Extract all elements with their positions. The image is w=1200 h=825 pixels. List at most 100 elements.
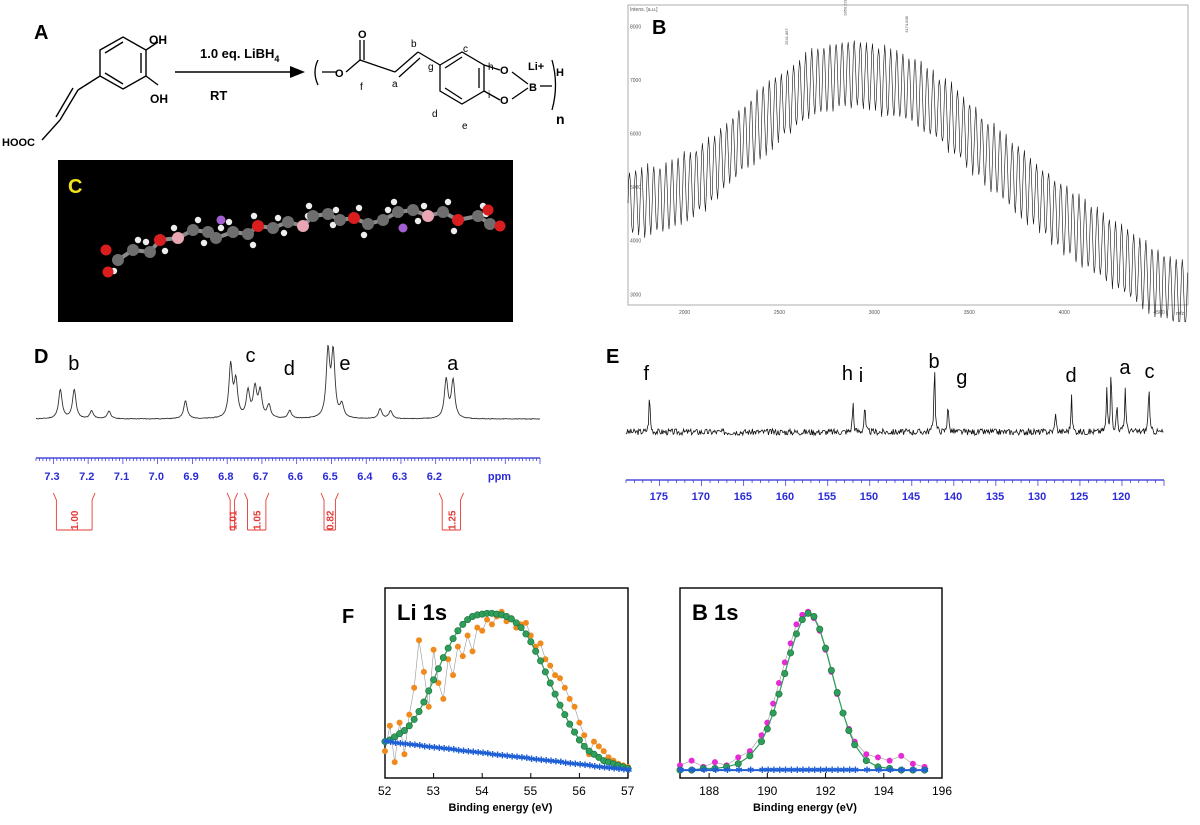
molecule-atom	[452, 214, 464, 226]
xps-li-background-marker: ✱	[523, 753, 531, 763]
xps-li-raw-point	[454, 643, 461, 650]
panel-letter-e: E	[606, 346, 620, 368]
ms-y-tick: 3000	[630, 292, 641, 298]
xps-li-background-marker: ✱	[508, 751, 516, 761]
xps-b-background-marker: ✱	[805, 765, 813, 775]
xps-li-fit-point	[522, 630, 530, 638]
xps-b-raw-point	[746, 748, 753, 755]
molecule-hydrogen	[217, 224, 225, 232]
xps-li-background-marker: ✱	[596, 762, 604, 772]
h-nmr-spectrum-line	[35, 344, 541, 420]
xps-b-fit-point	[810, 612, 818, 620]
product-label-g: g	[428, 62, 434, 73]
xps-b-background-marker: ✱	[770, 765, 778, 775]
xps-b-background-marker: ✱	[776, 765, 784, 775]
xps-b-background-marker: ✱	[840, 765, 848, 775]
product-atom-o-boronate-2: O	[500, 95, 509, 107]
product-atom-o-carbonyl: O	[358, 29, 367, 41]
c-nmr-tick-label: 170	[692, 491, 710, 503]
c-nmr-tick-label: 175	[650, 491, 668, 503]
h-nmr-tick-label: 6.4	[357, 471, 373, 483]
molecule-hydrogen	[329, 221, 337, 229]
molecule-atom	[144, 246, 156, 258]
xps-li-background-marker: ✱	[479, 748, 487, 758]
panel-letter-a: A	[34, 22, 49, 44]
xps-li-background-marker: ✱	[387, 737, 395, 747]
xps-li-background-marker: ✱	[426, 742, 434, 752]
ms-y-tick: 4000	[630, 239, 641, 245]
h-nmr-integral-bracket	[52, 492, 96, 531]
product-atom-b: B	[529, 82, 537, 94]
panel-a: A OH OH HOOC 1.0 eq. LiBH4 RT	[0, 0, 600, 160]
xps-b-background-marker: ✱	[782, 765, 790, 775]
molecule-atom	[377, 214, 389, 226]
h-nmr-tick-label: 6.2	[427, 471, 442, 483]
c-nmr-tick-label: 160	[776, 491, 794, 503]
xps-li-raw-point	[435, 680, 442, 686]
xps-b-background-marker: ✱	[852, 765, 860, 775]
molecule-atom	[392, 206, 404, 218]
molecule-atom	[210, 232, 222, 244]
c-nmr-spectrum-line	[625, 372, 1164, 437]
xps-li-background-marker: ✱	[401, 739, 409, 749]
xps-b-raw-point	[758, 732, 765, 739]
xps-li-background-marker: ✱	[421, 741, 429, 751]
xps-b-raw-point	[886, 757, 893, 764]
xps-li-raw-point	[430, 646, 437, 653]
molecule-hydrogen	[444, 198, 452, 206]
h-nmr-plot: b c d e a 7.3 7.2 7.1 7.0 6.9 6.8 6.7 6.6 6.5 6.4 6.3 6.…	[35, 344, 541, 531]
xps-li-raw-point	[595, 743, 602, 750]
c-nmr-peak-letter: h	[842, 363, 853, 385]
xps-li-raw-point	[522, 619, 529, 626]
xps-b-fit-point	[787, 649, 795, 657]
xps-li-fit-point	[454, 627, 462, 635]
xps-li-background-marker: ✱	[494, 750, 502, 760]
xps-b-fit-point	[827, 666, 835, 674]
h-nmr-tick-label: 7.0	[149, 471, 164, 483]
product-atom-o-boronate: O	[500, 65, 509, 77]
xps-li-background-marker: ✱	[489, 749, 497, 759]
xps-li-background-marker: ✱	[513, 752, 521, 762]
c-nmr-peak-letter: b	[929, 351, 940, 373]
xps-li-raw-point	[406, 711, 413, 718]
xps-li-fit-point	[575, 736, 583, 744]
xps-b-background-marker: ✱	[898, 765, 906, 775]
xps-b-title: B 1s	[692, 600, 738, 625]
molecule-hydrogen	[134, 236, 142, 244]
molecule-lithium	[216, 215, 226, 225]
c-nmr-peak-letter: d	[1066, 365, 1077, 387]
molecule-oxygen	[494, 220, 506, 232]
molecule-atom	[282, 216, 294, 228]
molecule-oxygen	[482, 204, 494, 216]
c-nmr-tick-label: 165	[734, 491, 752, 503]
molecule-atom	[267, 222, 279, 234]
xps-li-background-marker: ✱	[572, 759, 580, 769]
xps-b-background-marker: ✱	[788, 765, 796, 775]
molecule-atom	[348, 212, 360, 224]
xps-li-raw-point	[600, 748, 607, 755]
xps-li-fit-point	[400, 727, 408, 735]
xps-li-background-line	[384, 740, 629, 772]
xps-li-background-marker: ✱	[392, 738, 400, 748]
xps-li-background-marker: ✱	[504, 751, 512, 761]
xps-li-background-marker: ✱	[445, 744, 453, 754]
xps-b-xlabel: Binding energy (eV)	[753, 802, 857, 814]
xps-li-background-marker: ✱	[620, 765, 628, 775]
panel-b: B Intens. [a.u.] m/z 2000 2500 3000 3500 400…	[606, 0, 1192, 322]
molecule-hydrogen	[274, 214, 282, 222]
xps-li-background-marker: ✱	[518, 753, 526, 763]
molecule-hydrogen	[420, 202, 428, 210]
h-nmr-integral-bracket	[320, 492, 339, 531]
xps-li-raw-point	[547, 662, 554, 669]
xps-b-background-marker: ✱	[817, 765, 825, 775]
xps-b-frame	[679, 587, 943, 779]
c-nmr-peak-letter: c	[1145, 361, 1155, 383]
xps-li-background-marker: ✱	[406, 740, 414, 750]
xps-li-raw-point	[386, 722, 393, 729]
xps-b-fit-point	[839, 709, 847, 717]
c-nmr-tick-label: 155	[818, 491, 836, 503]
xps-li-background-marker: ✱	[469, 747, 477, 757]
xps-li-background-marker: ✱	[450, 745, 458, 755]
xps-li-fit-point	[541, 668, 549, 676]
h-nmr-tick-label: 7.1	[114, 471, 129, 483]
